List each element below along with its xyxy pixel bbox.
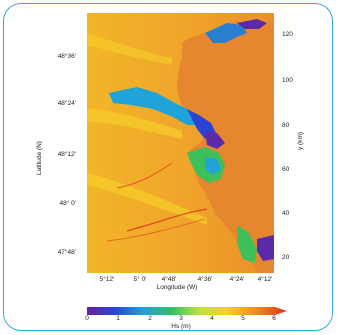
colorbar (87, 303, 287, 315)
shelter-zone-north-deep (237, 19, 267, 29)
colorbar-tick: 2 (148, 315, 152, 322)
south-coast-zone (237, 225, 257, 263)
roadstead-deep-zone (205, 131, 225, 149)
y-tick: 120 (282, 31, 293, 38)
channel-zone (109, 87, 199, 125)
lon-tick: 5°12' (99, 276, 115, 283)
lon-tick: 4°48' (161, 276, 177, 283)
colorbar-tick: 0 (85, 315, 89, 322)
land-mass (177, 21, 274, 273)
y-tick: 100 (282, 77, 293, 84)
swell-band (87, 33, 172, 65)
lon-tick: 5° 0' (133, 276, 147, 283)
latitude-axis-label: Latitude (N) (35, 141, 43, 175)
lat-tick: 48°36' (57, 53, 76, 60)
y-tick: 20 (282, 254, 290, 261)
colorbar-label: Hs (m) (171, 323, 191, 330)
swell-band (87, 173, 207, 225)
lat-tick: 47°48' (57, 249, 76, 256)
colorbar-tick: 3 (179, 315, 183, 322)
longitude-axis-label: Longitude (W) (156, 284, 198, 291)
south-coast-deep-zone (257, 235, 274, 261)
colorbar-tick: 5 (241, 315, 245, 322)
lon-tick: 4°12' (257, 276, 273, 283)
lat-tick: 48°24' (57, 100, 76, 107)
y-tick: 80 (282, 122, 290, 129)
colorbar-tick: 6 (272, 315, 276, 322)
swell-band (87, 108, 182, 139)
map-graphic (87, 13, 274, 273)
y-km-axis-label: y (km) (296, 131, 304, 151)
colorbar-graphic (87, 307, 287, 315)
colorbar-tick: 1 (116, 315, 120, 322)
wave-height-map (87, 13, 274, 273)
lat-tick: 48° 0' (59, 200, 77, 207)
y-tick: 40 (282, 210, 290, 217)
shoaling-streak (106, 218, 206, 242)
shelter-zone-north (205, 23, 247, 43)
lon-tick: 4°36' (197, 276, 213, 283)
y-tick: 60 (282, 166, 290, 173)
shoaling-streak (126, 208, 208, 232)
lat-tick: 48°12' (57, 151, 76, 158)
roadstead-zone (187, 109, 217, 139)
colorbar-tick: 4 (210, 315, 214, 322)
bay-inner-zone (205, 157, 221, 175)
shoaling-streak (116, 162, 173, 189)
colorbar-ramp (87, 307, 287, 315)
lon-tick: 4°24' (229, 276, 245, 283)
